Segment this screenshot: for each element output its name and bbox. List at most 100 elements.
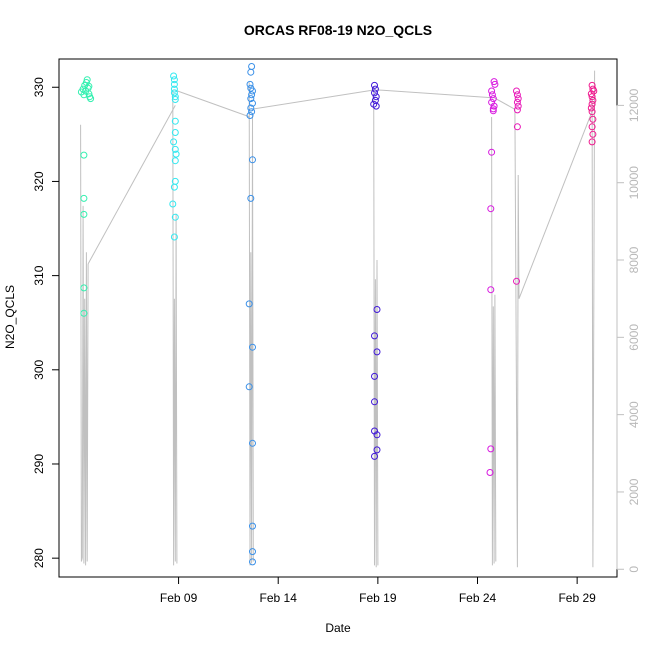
data-point-s3-7 [373, 306, 381, 313]
data-point-s0-14 [82, 87, 90, 95]
data-point-s0-9 [83, 76, 91, 84]
data-point-s2-11 [249, 156, 256, 164]
data-point-s2-8 [247, 104, 255, 112]
data-point-s4-11 [487, 286, 495, 294]
data-point-s5-0 [513, 87, 520, 95]
altitude-line-3 [174, 89, 251, 118]
data-point-s2-9 [248, 108, 256, 116]
data-point-s6-4 [588, 93, 596, 101]
data-point-s1-7 [171, 117, 179, 125]
data-point-s6-6 [588, 100, 596, 108]
x-axis-label: Date [325, 621, 351, 635]
y-tick-label-0: 280 [32, 548, 46, 568]
data-point-s1-3 [170, 85, 178, 93]
data-point-s6-11 [589, 130, 597, 138]
data-point-s2-2 [246, 80, 254, 88]
data-point-s2-16 [249, 439, 256, 447]
data-point-s6-8 [588, 108, 596, 116]
y-tick-label-2: 300 [32, 359, 46, 379]
altitude-layer [80, 70, 596, 568]
y-tick-label-5: 330 [32, 77, 46, 97]
altitude-line-1 [87, 105, 176, 265]
y-axis-label: N2O_QCLS [3, 285, 17, 349]
data-point-s2-18 [249, 548, 256, 556]
data-point-s3-11 [371, 398, 378, 406]
x-axis: Feb 09 Feb 14 Feb 19 Feb 24 Feb 29 [160, 577, 596, 605]
y2-tick-label-3: 6000 [627, 324, 641, 351]
data-point-s1-8 [171, 129, 179, 136]
data-point-s4-7 [489, 105, 497, 113]
data-point-s1-5 [171, 93, 179, 101]
data-point-s1-11 [172, 150, 180, 158]
data-point-s5-5 [513, 106, 521, 114]
data-point-s2-14 [249, 343, 256, 351]
data-point-s1-12 [171, 157, 179, 165]
x-tick-label-2: Feb 19 [359, 591, 397, 605]
altitude-line-2 [172, 89, 178, 566]
data-point-s2-19 [249, 558, 256, 566]
data-point-s1-16 [171, 213, 179, 221]
altitude-line-10 [518, 109, 594, 299]
altitude-line-7 [376, 89, 493, 99]
altitude-line-5 [251, 89, 375, 110]
data-point-s4-8 [489, 107, 497, 115]
data-point-s0-3 [80, 284, 88, 292]
y-axis: 280 290 300 310 320 330 [32, 77, 59, 568]
x-tick-label-0: Feb 09 [160, 591, 198, 605]
data-point-s1-14 [170, 183, 178, 191]
data-point-s1-4 [170, 89, 178, 97]
x-tick-label-4: Feb 29 [558, 591, 596, 605]
altitude-line-6 [373, 86, 379, 568]
data-point-s4-13 [486, 469, 494, 476]
data-point-s0-13 [87, 95, 95, 103]
x-tick-label-1: Feb 14 [260, 591, 298, 605]
data-point-s3-13 [373, 431, 381, 439]
data-point-s2-5 [248, 91, 256, 99]
y2-tick-label-4: 8000 [627, 246, 641, 273]
y2-tick-label-5: 10000 [627, 166, 641, 200]
data-point-s1-2 [170, 80, 178, 88]
data-point-s1-17 [170, 233, 178, 241]
data-point-s2-6 [247, 95, 255, 103]
data-point-s6-9 [589, 115, 597, 123]
data-point-s1-9 [170, 138, 178, 146]
data-point-s4-3 [488, 91, 496, 99]
data-point-s5-1 [513, 91, 521, 99]
data-point-s0-0 [80, 151, 88, 159]
y-tick-label-3: 310 [32, 265, 46, 285]
data-point-s5-3 [513, 98, 521, 106]
data-point-s6-10 [588, 123, 596, 131]
data-point-s2-4 [249, 87, 256, 95]
data-point-s6-3 [587, 90, 595, 98]
data-point-s4-9 [488, 148, 496, 156]
data-point-s1-6 [171, 96, 179, 103]
data-point-s3-15 [371, 452, 378, 460]
data-point-s3-9 [373, 348, 381, 356]
data-point-s1-1 [170, 76, 178, 84]
plot-frame [58, 58, 618, 578]
y2-tick-label-6: 12000 [627, 88, 641, 122]
altitude-line-8 [491, 116, 497, 566]
data-point-s0-1 [80, 194, 88, 202]
data-point-s6-5 [589, 96, 597, 104]
data-point-s6-12 [588, 138, 596, 146]
data-point-s4-6 [490, 102, 498, 110]
y-tick-label-1: 290 [32, 454, 46, 474]
data-point-s3-2 [371, 89, 378, 97]
data-point-s2-10 [246, 112, 254, 119]
data-point-s3-6 [372, 102, 380, 110]
altitude-line-9 [493, 97, 520, 568]
data-point-s5-6 [513, 123, 521, 131]
y2-tick-label-2: 4000 [627, 401, 641, 428]
y-tick-label-4: 320 [32, 171, 46, 191]
data-point-s0-4 [80, 309, 88, 317]
data-point-s0-2 [80, 210, 88, 218]
y2-tick-label-1: 2000 [627, 478, 641, 505]
data-point-s3-14 [373, 446, 381, 454]
data-point-s4-0 [490, 78, 498, 86]
data-point-s2-13 [245, 300, 253, 308]
altitude-line-0 [80, 124, 89, 566]
data-point-s0-16 [85, 82, 93, 90]
data-point-s4-4 [489, 95, 497, 103]
